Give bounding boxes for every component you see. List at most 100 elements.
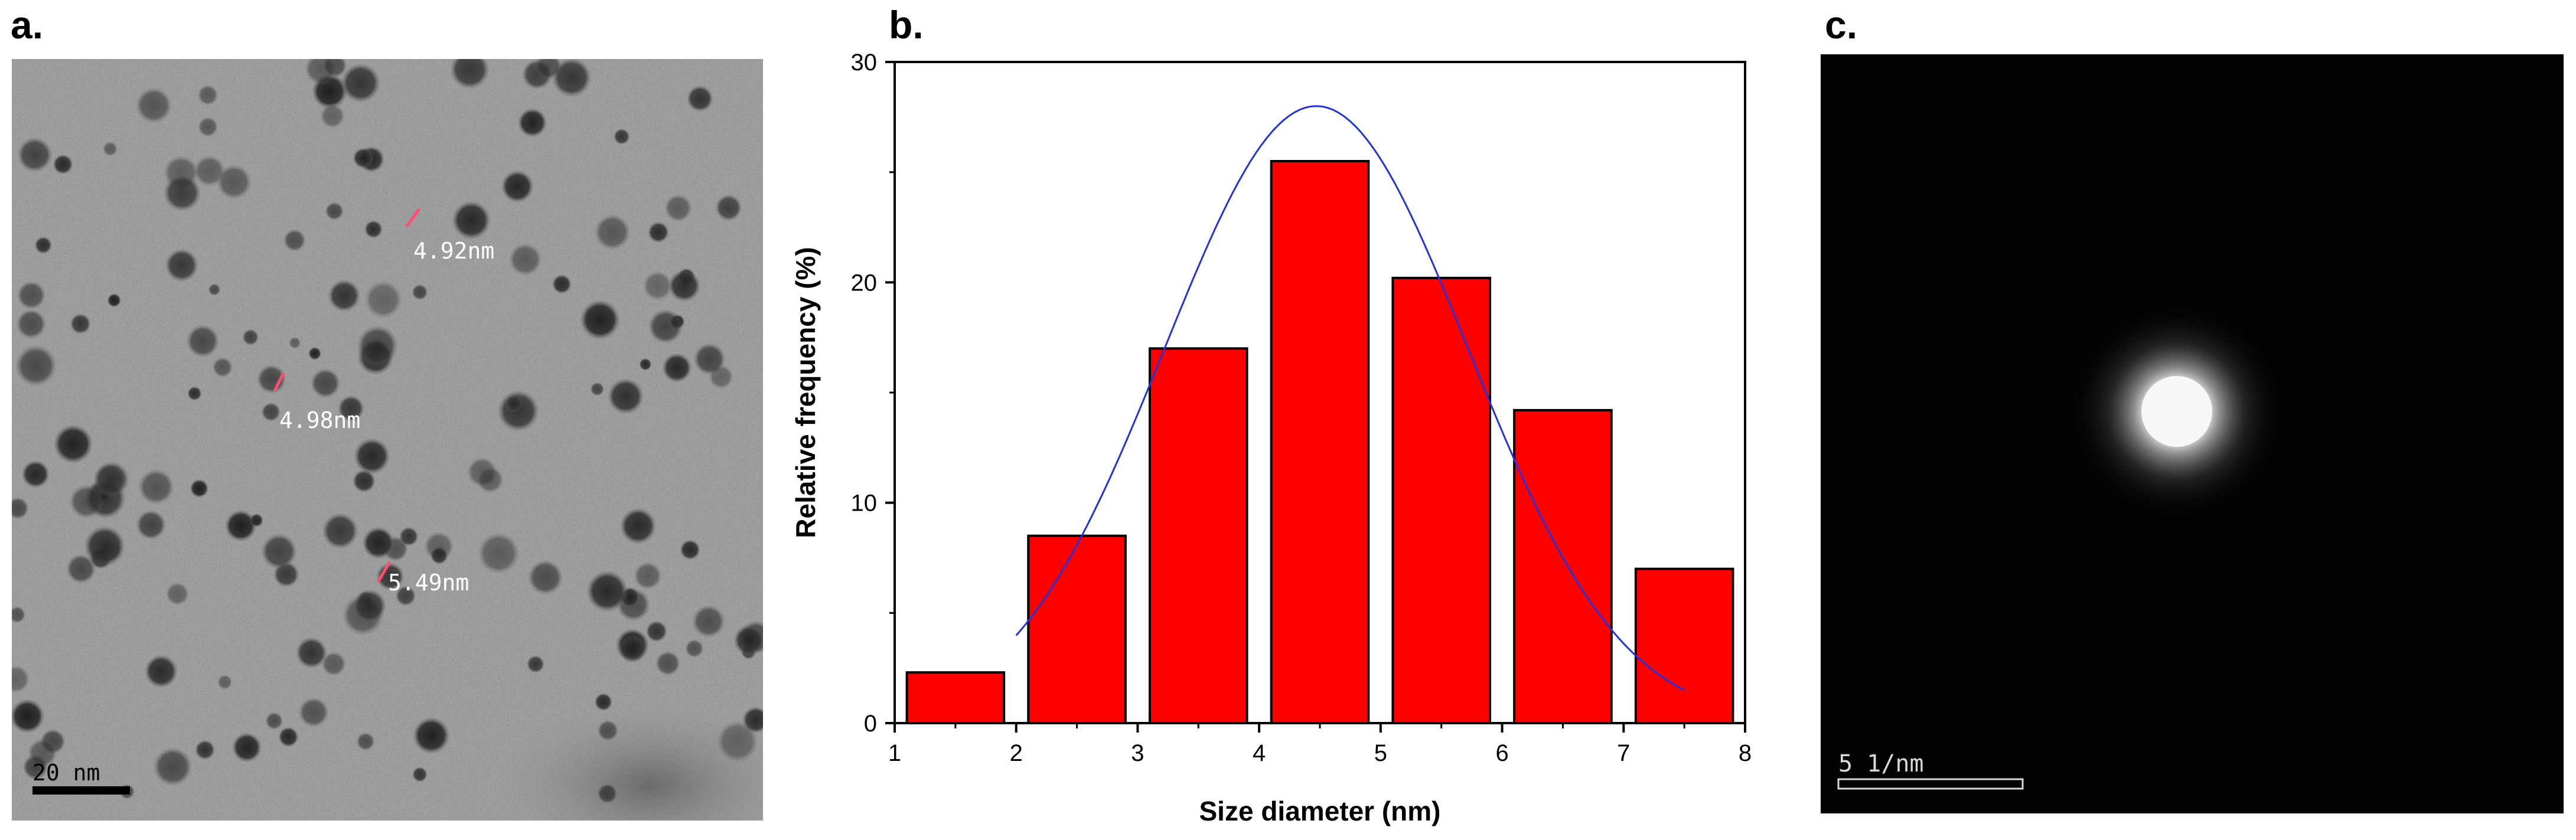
nanoparticle <box>298 697 330 728</box>
histogram-bar-1 <box>905 671 1006 724</box>
nanoparticle <box>399 527 419 547</box>
histogram-bar-2 <box>1027 534 1127 725</box>
nanoparticle <box>208 283 221 296</box>
nanoparticle <box>216 164 252 200</box>
nanoparticle <box>135 87 172 124</box>
nanoparticle <box>364 220 383 238</box>
histogram-bar-5 <box>1391 276 1492 725</box>
nanoparticle <box>256 364 286 394</box>
histogram-bar-6 <box>1513 408 1613 724</box>
nanoparticle <box>352 469 376 493</box>
measure-line-1 <box>405 208 421 228</box>
measure-line-3 <box>376 561 392 583</box>
nanoparticle <box>580 299 620 340</box>
nanoparticle <box>586 570 628 612</box>
y-tick-label: 20 <box>851 270 878 296</box>
nanoparticle <box>693 342 726 375</box>
nanoparticle <box>53 424 93 464</box>
nanoparticle <box>506 395 523 413</box>
x-axis-ticks: 1 2 3 4 5 6 7 8 <box>888 723 1752 766</box>
nanoparticle <box>107 293 122 308</box>
nanoparticle <box>12 665 30 694</box>
diffraction-scale-bar-label: 5 1/nm <box>1838 750 1924 777</box>
x-axis-label: Size diameter (nm) <box>1199 796 1441 826</box>
nanoparticle <box>647 221 670 243</box>
nanoparticle <box>639 358 652 371</box>
nanoparticle <box>449 59 490 90</box>
x-tick-label: 6 <box>1495 740 1508 766</box>
nanoparticle <box>501 170 534 203</box>
central-beam-spot <box>2141 376 2212 447</box>
nanoparticle <box>187 386 202 401</box>
nanoparticle <box>198 116 219 138</box>
nanoparticle <box>412 284 428 300</box>
nanoparticle <box>15 345 57 387</box>
nanoparticle <box>84 525 126 567</box>
y-tick-label: 10 <box>851 491 878 517</box>
nanoparticle <box>619 508 657 545</box>
nanoparticle <box>163 174 201 212</box>
nanoparticle <box>655 651 681 676</box>
nanoparticle <box>337 395 365 422</box>
nanoparticle <box>733 625 763 656</box>
nanoparticle <box>452 200 491 240</box>
nanoparticle <box>594 214 631 250</box>
nanoparticle <box>195 740 216 760</box>
y-tick-label: 0 <box>864 711 877 737</box>
nanoparticle <box>618 635 647 663</box>
nanoparticle <box>321 651 347 676</box>
nanoparticle <box>138 469 175 505</box>
nanoparticle <box>476 466 504 493</box>
nanoparticle <box>477 532 520 574</box>
nanoparticle <box>613 128 630 145</box>
nanoparticle <box>165 248 199 282</box>
y-axis-label: Relative frequency (%) <box>790 247 821 538</box>
nanoparticle <box>685 639 704 658</box>
measurement-label: 5.49nm <box>388 570 469 596</box>
nanoparticle <box>66 554 96 584</box>
nanoparticle <box>260 533 298 570</box>
x-tick-label: 4 <box>1253 740 1266 766</box>
nanoparticle <box>242 329 259 346</box>
nanoparticle <box>645 620 668 642</box>
tem-image: 4.92nm 4.98nm 5.49nm 20 nm <box>12 59 763 821</box>
tem-scale-bar-label: 20 nm <box>32 760 100 786</box>
x-tick-label: 7 <box>1617 740 1630 766</box>
y-axis-ticks: 0 10 20 30 <box>851 50 895 737</box>
nanoparticle <box>197 84 219 106</box>
nanoparticle <box>552 274 572 294</box>
nanoparticle <box>680 539 700 560</box>
x-tick-label: 8 <box>1739 740 1752 766</box>
tem-micrograph: 4.92nm 4.98nm 5.49nm 20 nm <box>12 59 763 821</box>
nanoparticle <box>526 655 545 674</box>
nanoparticle <box>534 59 562 80</box>
nanoparticle <box>70 313 91 335</box>
measurement-label: 4.92nm <box>413 238 494 264</box>
nanoparticle <box>186 324 220 358</box>
nanoparticle <box>12 496 30 519</box>
nanoparticle <box>153 747 193 787</box>
nanoparticle <box>93 461 130 498</box>
gaussian-fit-curve <box>1015 105 1685 691</box>
nanoparticle <box>12 606 26 623</box>
nanoparticle <box>212 357 233 378</box>
measure-line-2 <box>273 372 285 392</box>
panel-c-label: c. <box>1825 3 1858 47</box>
nanoparticle <box>356 732 375 751</box>
histogram-bar-3 <box>1149 347 1248 724</box>
x-tick-label: 1 <box>888 740 901 766</box>
tem-scale-bar <box>32 786 130 795</box>
nanoparticle <box>668 269 701 302</box>
nanoparticle <box>261 402 281 422</box>
nanoparticle <box>320 103 345 129</box>
nanoparticle <box>16 309 47 339</box>
nanoparticle <box>165 582 190 606</box>
nanoparticle <box>686 85 713 112</box>
nanoparticle <box>308 347 322 360</box>
nanoparticle <box>594 692 613 711</box>
panel-b-label: b. <box>889 3 924 47</box>
nanoparticle <box>12 698 45 734</box>
nanoparticle <box>353 437 390 475</box>
nanoparticle <box>527 560 563 596</box>
nanoparticle <box>412 766 428 783</box>
